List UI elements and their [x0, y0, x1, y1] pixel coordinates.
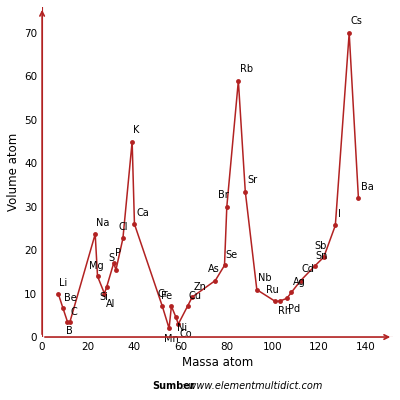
X-axis label: Massa atom: Massa atom	[182, 356, 253, 369]
Point	[288, 289, 295, 296]
Point	[224, 204, 230, 210]
Point	[346, 30, 352, 36]
Text: Nb: Nb	[258, 273, 272, 283]
Point	[175, 321, 182, 327]
Text: Cr: Cr	[158, 289, 168, 299]
Text: Pd: Pd	[288, 304, 300, 314]
Point	[159, 302, 165, 309]
Point	[113, 266, 119, 273]
Text: Rh: Rh	[278, 306, 291, 316]
Point	[189, 294, 195, 300]
Text: Al: Al	[106, 299, 115, 309]
Text: Ag: Ag	[293, 277, 305, 287]
Text: Se: Se	[226, 250, 238, 260]
Text: C: C	[71, 307, 78, 317]
Text: Rb: Rb	[240, 64, 253, 74]
Point	[221, 262, 228, 268]
Point	[298, 277, 304, 284]
Point	[92, 231, 98, 237]
Point	[55, 290, 62, 297]
Text: Ni: Ni	[177, 323, 187, 333]
Point	[355, 195, 362, 201]
Text: Br: Br	[218, 190, 228, 200]
Point	[272, 298, 278, 305]
Text: Fe: Fe	[161, 291, 172, 301]
Point	[235, 78, 242, 84]
Point	[60, 305, 66, 311]
Text: Sumber: Sumber	[152, 381, 195, 391]
Point	[168, 303, 174, 309]
Point	[311, 263, 318, 270]
Text: P: P	[115, 248, 121, 258]
Text: Cd: Cd	[302, 264, 315, 274]
Text: Be: Be	[64, 293, 77, 303]
Point	[254, 286, 260, 293]
Text: As: As	[208, 264, 220, 274]
Point	[129, 138, 135, 145]
Text: Sr: Sr	[248, 175, 258, 185]
Point	[120, 235, 126, 242]
Point	[173, 314, 179, 321]
Point	[166, 325, 172, 332]
Text: K: K	[133, 125, 140, 135]
Text: Zn: Zn	[193, 282, 206, 292]
Point	[212, 277, 218, 284]
Point	[284, 295, 290, 302]
Text: Ba: Ba	[361, 182, 374, 192]
Text: S: S	[108, 253, 114, 263]
Text: Na: Na	[96, 218, 109, 228]
Text: Sn: Sn	[316, 251, 328, 261]
Text: Sb: Sb	[314, 240, 327, 250]
Point	[94, 273, 101, 280]
Text: Ca: Ca	[137, 208, 150, 218]
Text: Li: Li	[60, 278, 68, 288]
Point	[131, 221, 138, 227]
Text: Mg: Mg	[90, 261, 104, 271]
Text: I: I	[338, 209, 340, 219]
Text: : www.elementmultidict.com: : www.elementmultidict.com	[182, 381, 322, 391]
Text: Cs: Cs	[350, 16, 362, 26]
Point	[101, 290, 108, 297]
Point	[64, 319, 71, 325]
Text: Si: Si	[100, 292, 109, 302]
Point	[104, 284, 110, 290]
Text: Co: Co	[179, 329, 192, 339]
Point	[67, 319, 73, 326]
Text: Cl: Cl	[118, 222, 128, 232]
Point	[110, 260, 117, 266]
Point	[332, 222, 338, 229]
Point	[320, 254, 327, 260]
Point	[184, 303, 191, 309]
Point	[277, 298, 283, 304]
Text: B: B	[66, 326, 73, 336]
Text: Cu: Cu	[189, 291, 202, 301]
Point	[242, 188, 248, 195]
Y-axis label: Volume atom: Volume atom	[7, 133, 20, 211]
Text: Mn: Mn	[164, 334, 179, 344]
Text: Ru: Ru	[266, 285, 279, 295]
